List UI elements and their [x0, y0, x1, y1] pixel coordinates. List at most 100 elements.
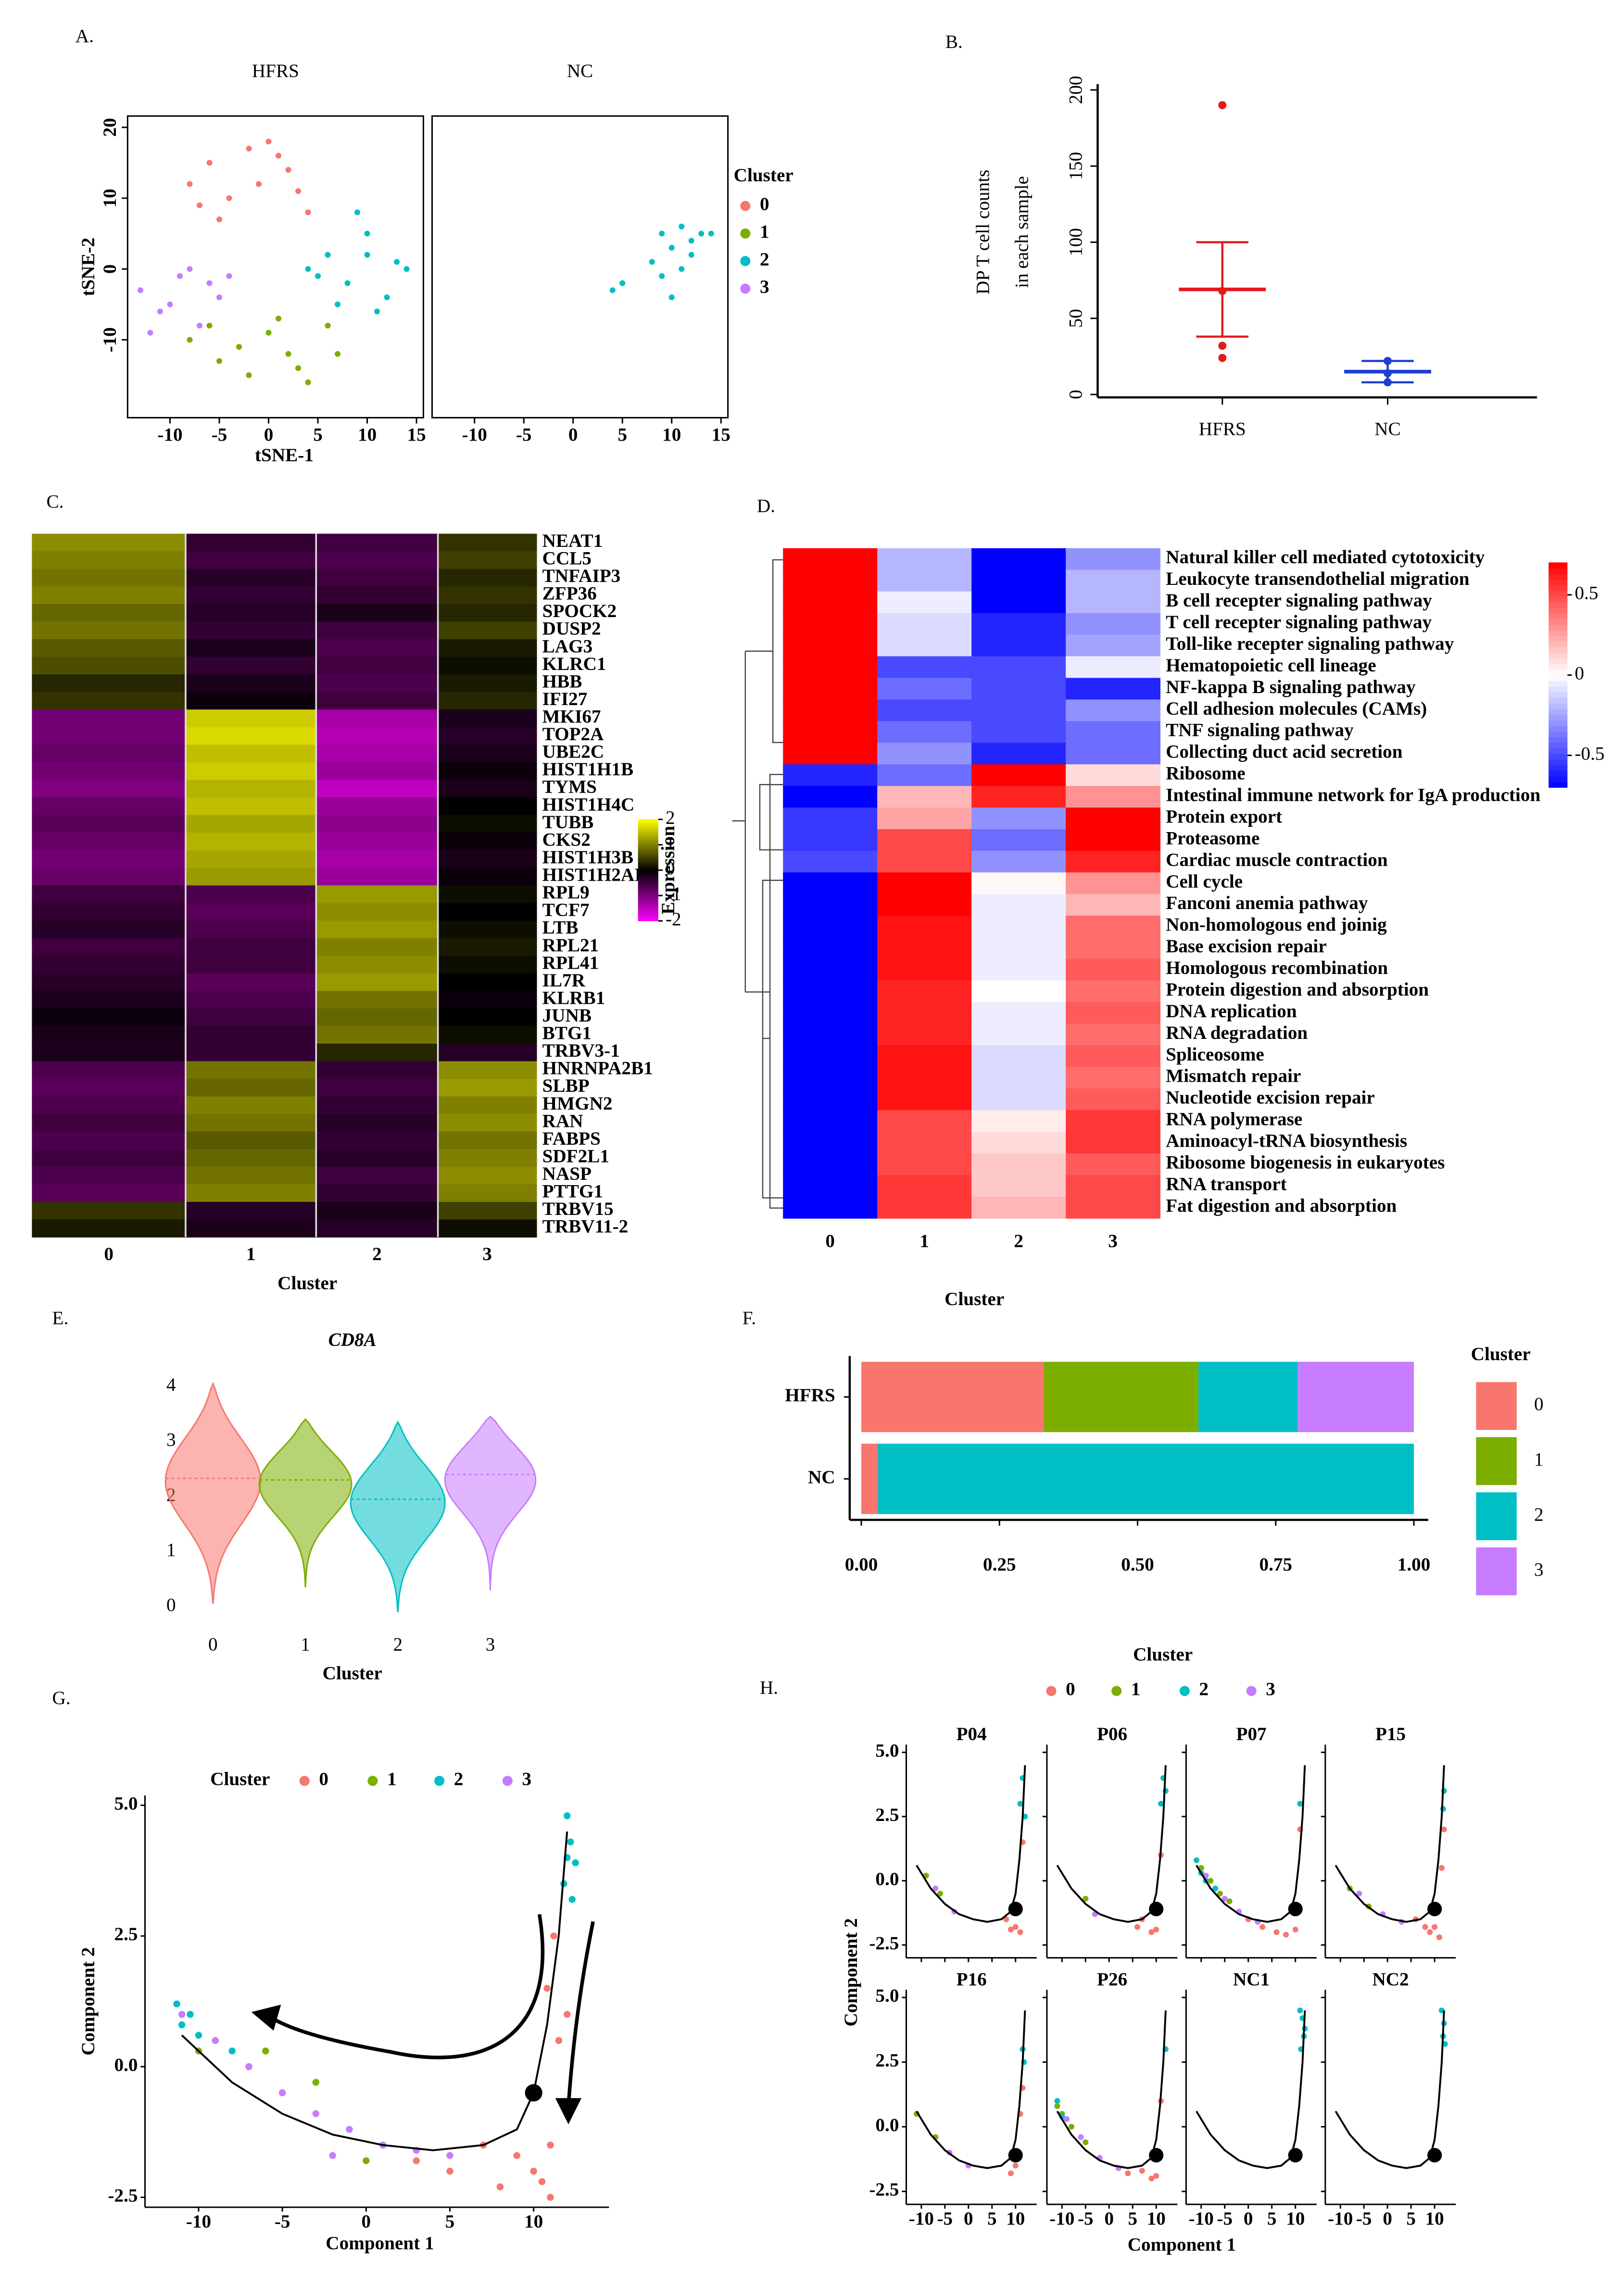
- point: [312, 2079, 320, 2086]
- y-tick-label: HFRS: [785, 1385, 835, 1405]
- legend-swatch: [299, 1776, 310, 1786]
- x-tick-label: 0: [825, 1231, 835, 1251]
- heat-cell: [32, 604, 186, 622]
- colorbar-step: [1548, 747, 1568, 754]
- heat-cell: [971, 850, 1067, 873]
- x-tick-label: 10: [1425, 2208, 1444, 2229]
- legend-swatch: [502, 1776, 513, 1786]
- point: [1083, 1896, 1089, 1902]
- colorbar-step: [1548, 619, 1568, 625]
- legend-swatch: [740, 283, 751, 294]
- colorbar-step: [1548, 697, 1568, 704]
- point: [1078, 2134, 1084, 2140]
- heat-cell: [185, 1166, 317, 1185]
- colorbar-step: [1548, 731, 1568, 737]
- colorbar-step: [1548, 641, 1568, 647]
- y-tick-label: 0: [100, 264, 120, 274]
- colorbar-step: [638, 844, 658, 848]
- point: [496, 2183, 504, 2191]
- panel-label: G.: [52, 1688, 71, 1708]
- heat-cell: [185, 885, 317, 904]
- heat-cell: [971, 678, 1067, 700]
- heat-cell: [316, 639, 439, 657]
- heat-cell: [1066, 894, 1161, 916]
- heat-cell: [1066, 678, 1161, 700]
- heat-cell: [971, 1132, 1067, 1154]
- heat-cell: [316, 868, 439, 886]
- heat-cell: [783, 829, 878, 851]
- x-tick-label: 2: [372, 1244, 382, 1264]
- row-label: RPL21: [542, 935, 599, 956]
- heat-cell: [316, 709, 439, 728]
- point: [262, 2047, 269, 2055]
- heat-cell: [971, 894, 1067, 916]
- colorbar-tick-label: 0: [666, 858, 675, 879]
- heat-cell: [185, 868, 317, 886]
- row-label: HBB: [542, 671, 582, 692]
- point: [1017, 1929, 1023, 1935]
- heat-cell: [877, 894, 972, 916]
- point: [187, 266, 193, 272]
- x-axis-label: Cluster: [944, 1289, 1004, 1310]
- point: [285, 351, 291, 357]
- row-label: RNA degradation: [1166, 1023, 1308, 1043]
- point: [668, 294, 675, 301]
- row-label: Cardiac muscle contraction: [1166, 849, 1388, 870]
- heat-cell: [316, 533, 439, 552]
- heat-cell: [438, 569, 537, 587]
- colorbar-step: [638, 895, 658, 898]
- colorbar-tick-label: -1: [666, 884, 681, 904]
- row-label: Nucleotide excision repair: [1166, 1087, 1375, 1108]
- heat-cell: [783, 959, 878, 981]
- heat-cell: [438, 1114, 537, 1132]
- colorbar-step: [638, 829, 658, 833]
- heat-cell: [32, 1026, 186, 1044]
- x-tick-label: -10: [462, 425, 487, 445]
- row-label: Cell cycle: [1166, 871, 1243, 892]
- branch-node: [1427, 2148, 1442, 2163]
- heat-cell: [316, 692, 439, 710]
- colorbar-step: [638, 832, 658, 835]
- x-tick-label: 10: [1286, 2208, 1305, 2229]
- row-label: Protein export: [1166, 806, 1282, 827]
- heat-cell: [783, 894, 878, 916]
- heat-cell: [185, 1026, 317, 1044]
- heat-cell: [32, 991, 186, 1009]
- point: [394, 259, 400, 265]
- heat-cell: [185, 815, 317, 834]
- facet-title: P04: [957, 1724, 987, 1744]
- point: [564, 2010, 571, 2018]
- point: [196, 202, 203, 208]
- point: [305, 209, 311, 215]
- heat-cell: [316, 903, 439, 921]
- heat-cell: [971, 634, 1067, 657]
- colorbar-step: [1548, 703, 1568, 709]
- row-label: Natural killer cell mediated cytotoxicit…: [1166, 547, 1485, 568]
- point: [206, 280, 213, 286]
- heat-cell: [877, 1002, 972, 1024]
- row-label: IFI27: [542, 689, 588, 709]
- point: [1007, 2170, 1014, 2176]
- heat-cell: [438, 1026, 537, 1044]
- heat-cell: [783, 1002, 878, 1024]
- row-label: TRBV3-1: [542, 1040, 620, 1061]
- heat-cell: [316, 1184, 439, 1202]
- branch-node: [1149, 1901, 1164, 1917]
- colorbar-step: [638, 885, 658, 888]
- row-label: NEAT1: [542, 531, 603, 551]
- row-label: NF-kappa B signaling pathway: [1166, 677, 1416, 697]
- heat-cell: [1066, 1088, 1161, 1111]
- heat-cell: [316, 727, 439, 746]
- heat-cell: [877, 1175, 972, 1197]
- heat-cell: [971, 548, 1067, 570]
- row-label: HIST1H3B: [542, 847, 633, 868]
- heat-cell: [1066, 699, 1161, 722]
- point: [688, 252, 694, 258]
- branch-node-label: 1: [529, 2082, 539, 2102]
- x-tick-label: -10: [157, 425, 182, 445]
- heat-cell: [971, 1175, 1067, 1197]
- point: [1283, 1932, 1289, 1938]
- row-label: FABPS: [542, 1128, 601, 1149]
- x-tick-label: 15: [407, 425, 426, 445]
- colorbar-step: [638, 875, 658, 878]
